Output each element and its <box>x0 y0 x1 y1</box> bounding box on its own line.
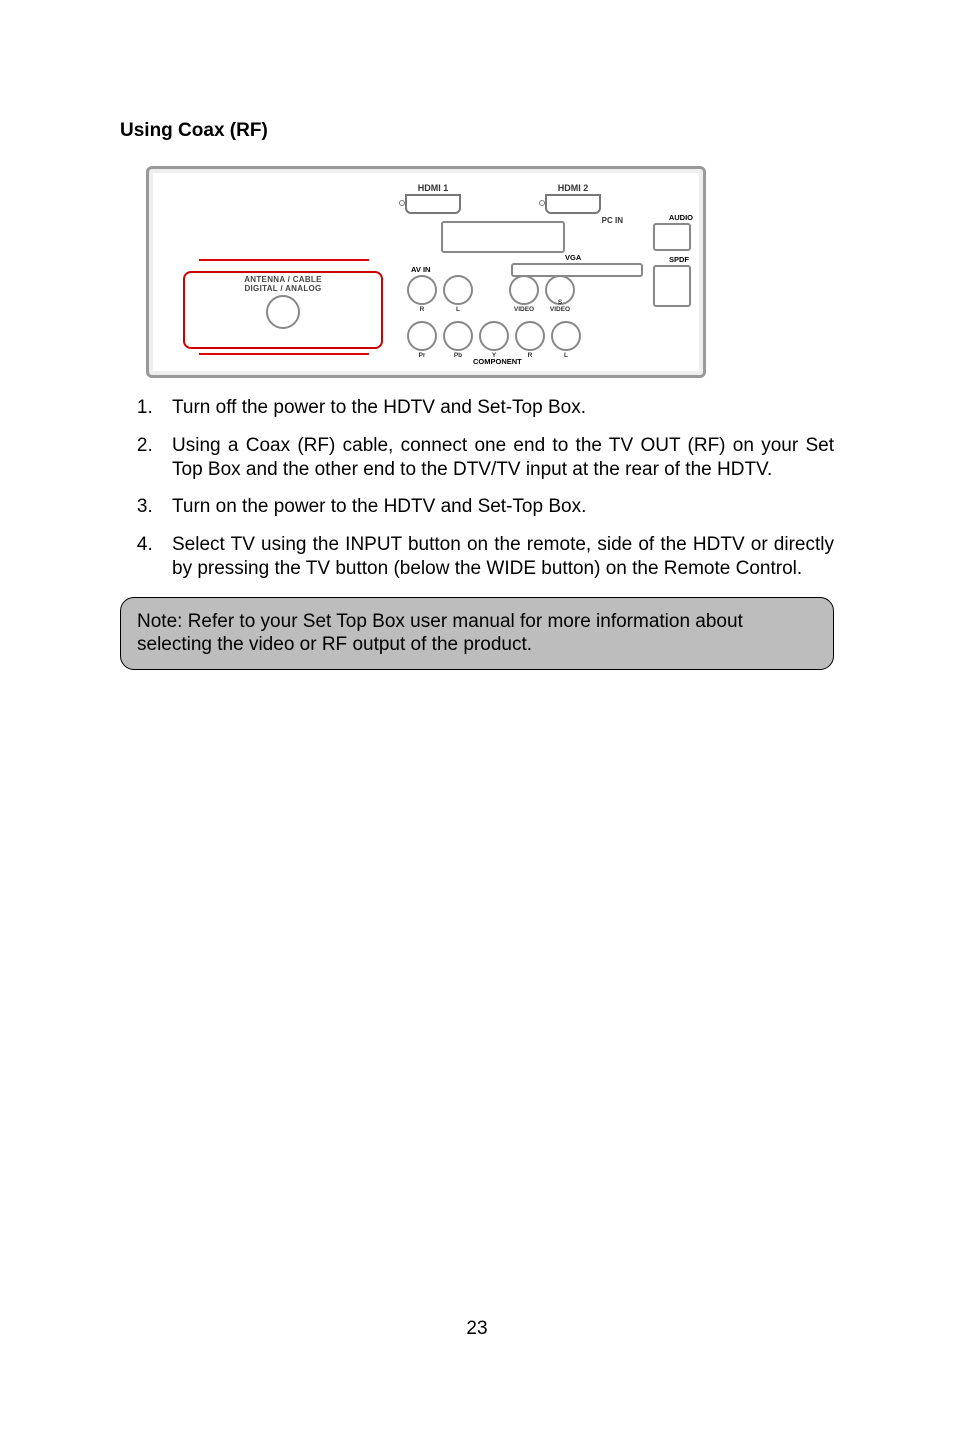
rca-cr-icon: R <box>515 321 545 351</box>
component-label: COMPONENT <box>473 357 522 366</box>
rca-cl-icon: L <box>551 321 581 351</box>
hdmi2-port-icon <box>545 194 601 214</box>
section-title: Using Coax (RF) <box>120 120 834 142</box>
rca-r-icon: R <box>407 275 437 305</box>
step-4: Select TV using the INPUT button on the … <box>158 533 834 581</box>
rca-l-icon: L <box>443 275 473 305</box>
coax-connector-icon <box>266 295 300 329</box>
vga-label: VGA <box>565 253 581 262</box>
spdf-port-icon <box>653 265 691 307</box>
antenna-label-2: DIGITAL / ANALOG <box>185 284 381 293</box>
spdf-label: SPDF <box>669 255 689 264</box>
rca-y-icon: Y <box>479 321 509 351</box>
step-3: Turn on the power to the HDTV and Set-To… <box>158 495 834 519</box>
hdmi2-label: HDMI 2 <box>558 183 589 193</box>
step-2: Using a Coax (RF) cable, connect one end… <box>158 434 834 482</box>
avin-label: AV IN <box>411 265 430 274</box>
pcin-port-icon <box>441 221 565 253</box>
pcin-label: PC IN <box>602 216 623 225</box>
instruction-list: Turn off the power to the HDTV and Set-T… <box>120 396 834 581</box>
antenna-cable-port: ANTENNA / CABLE DIGITAL / ANALOG <box>183 271 383 349</box>
rca-svideo-icon: S VIDEO <box>545 275 575 305</box>
hdmi1-port-icon <box>405 194 461 214</box>
rear-panel-diagram: ANTENNA / CABLE DIGITAL / ANALOG HDMI 1 … <box>146 166 834 378</box>
step-1: Turn off the power to the HDTV and Set-T… <box>158 396 834 420</box>
ports-cluster: HDMI 1 HDMI 2 PC IN AUDIO VGA SPDF <box>405 183 695 367</box>
highlight-line <box>199 353 369 355</box>
rca-pr-icon: Pr <box>407 321 437 351</box>
audio-jack-icon <box>653 223 691 251</box>
page-number: 23 <box>0 1318 954 1340</box>
rca-pb-icon: Pb <box>443 321 473 351</box>
antenna-label-1: ANTENNA / CABLE <box>185 275 381 284</box>
note-box: Note: Refer to your Set Top Box user man… <box>120 597 834 671</box>
highlight-line <box>199 259 369 261</box>
audio-label: AUDIO <box>669 213 693 222</box>
rca-video-icon: VIDEO <box>509 275 539 305</box>
hdmi1-label: HDMI 1 <box>418 183 449 193</box>
